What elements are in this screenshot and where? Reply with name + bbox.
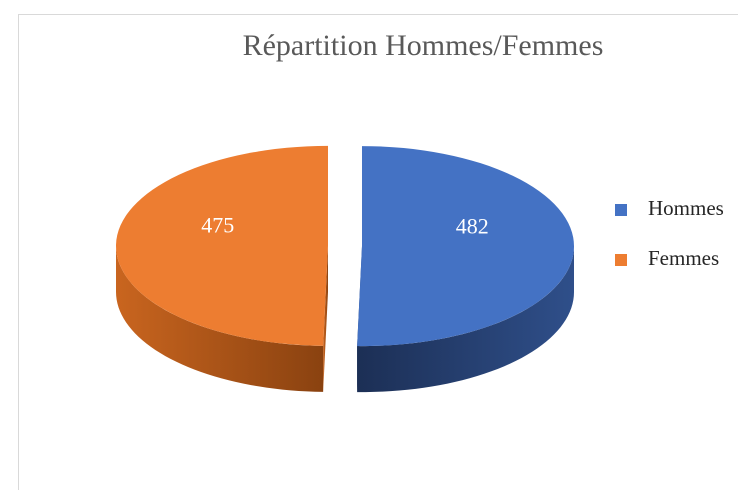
legend: Hommes Femmes	[615, 196, 724, 270]
slice-cut-face	[323, 245, 329, 392]
pie: 482 475	[116, 145, 574, 393]
data-label: 482	[456, 214, 489, 239]
legend-label: Femmes	[648, 246, 719, 270]
slice	[116, 145, 329, 346]
slice-side	[116, 245, 324, 392]
slice	[357, 146, 574, 347]
legend-marker	[615, 254, 627, 266]
legend-label: Hommes	[648, 196, 724, 220]
chart-title: Répartition Hommes/Femmes	[243, 29, 604, 62]
data-label: 475	[201, 212, 234, 237]
slice-side	[357, 246, 574, 393]
legend-marker	[615, 204, 627, 216]
